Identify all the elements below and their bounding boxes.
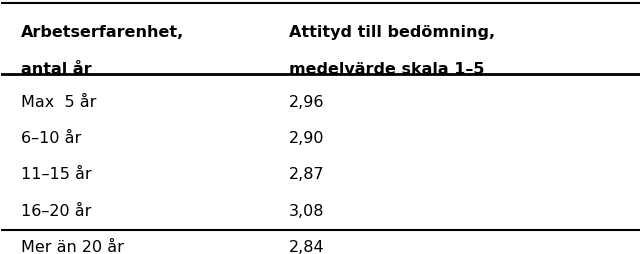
Text: medelvärde skala 1–5: medelvärde skala 1–5 (288, 61, 484, 76)
Text: 2,84: 2,84 (288, 239, 324, 253)
Text: Arbetserfarenhet,: Arbetserfarenhet, (21, 25, 184, 39)
Text: 3,08: 3,08 (288, 203, 324, 218)
Text: 2,87: 2,87 (288, 167, 324, 182)
Text: Attityd till bedömning,: Attityd till bedömning, (288, 25, 495, 39)
Text: antal år: antal år (21, 61, 91, 76)
Text: 2,90: 2,90 (288, 131, 324, 146)
Text: Max  5 år: Max 5 år (21, 95, 96, 110)
Text: 6–10 år: 6–10 år (21, 131, 81, 146)
Text: 2,96: 2,96 (288, 95, 324, 110)
Text: Mer än 20 år: Mer än 20 år (21, 239, 124, 253)
Text: 16–20 år: 16–20 år (21, 203, 91, 218)
Text: 11–15 år: 11–15 år (21, 167, 91, 182)
